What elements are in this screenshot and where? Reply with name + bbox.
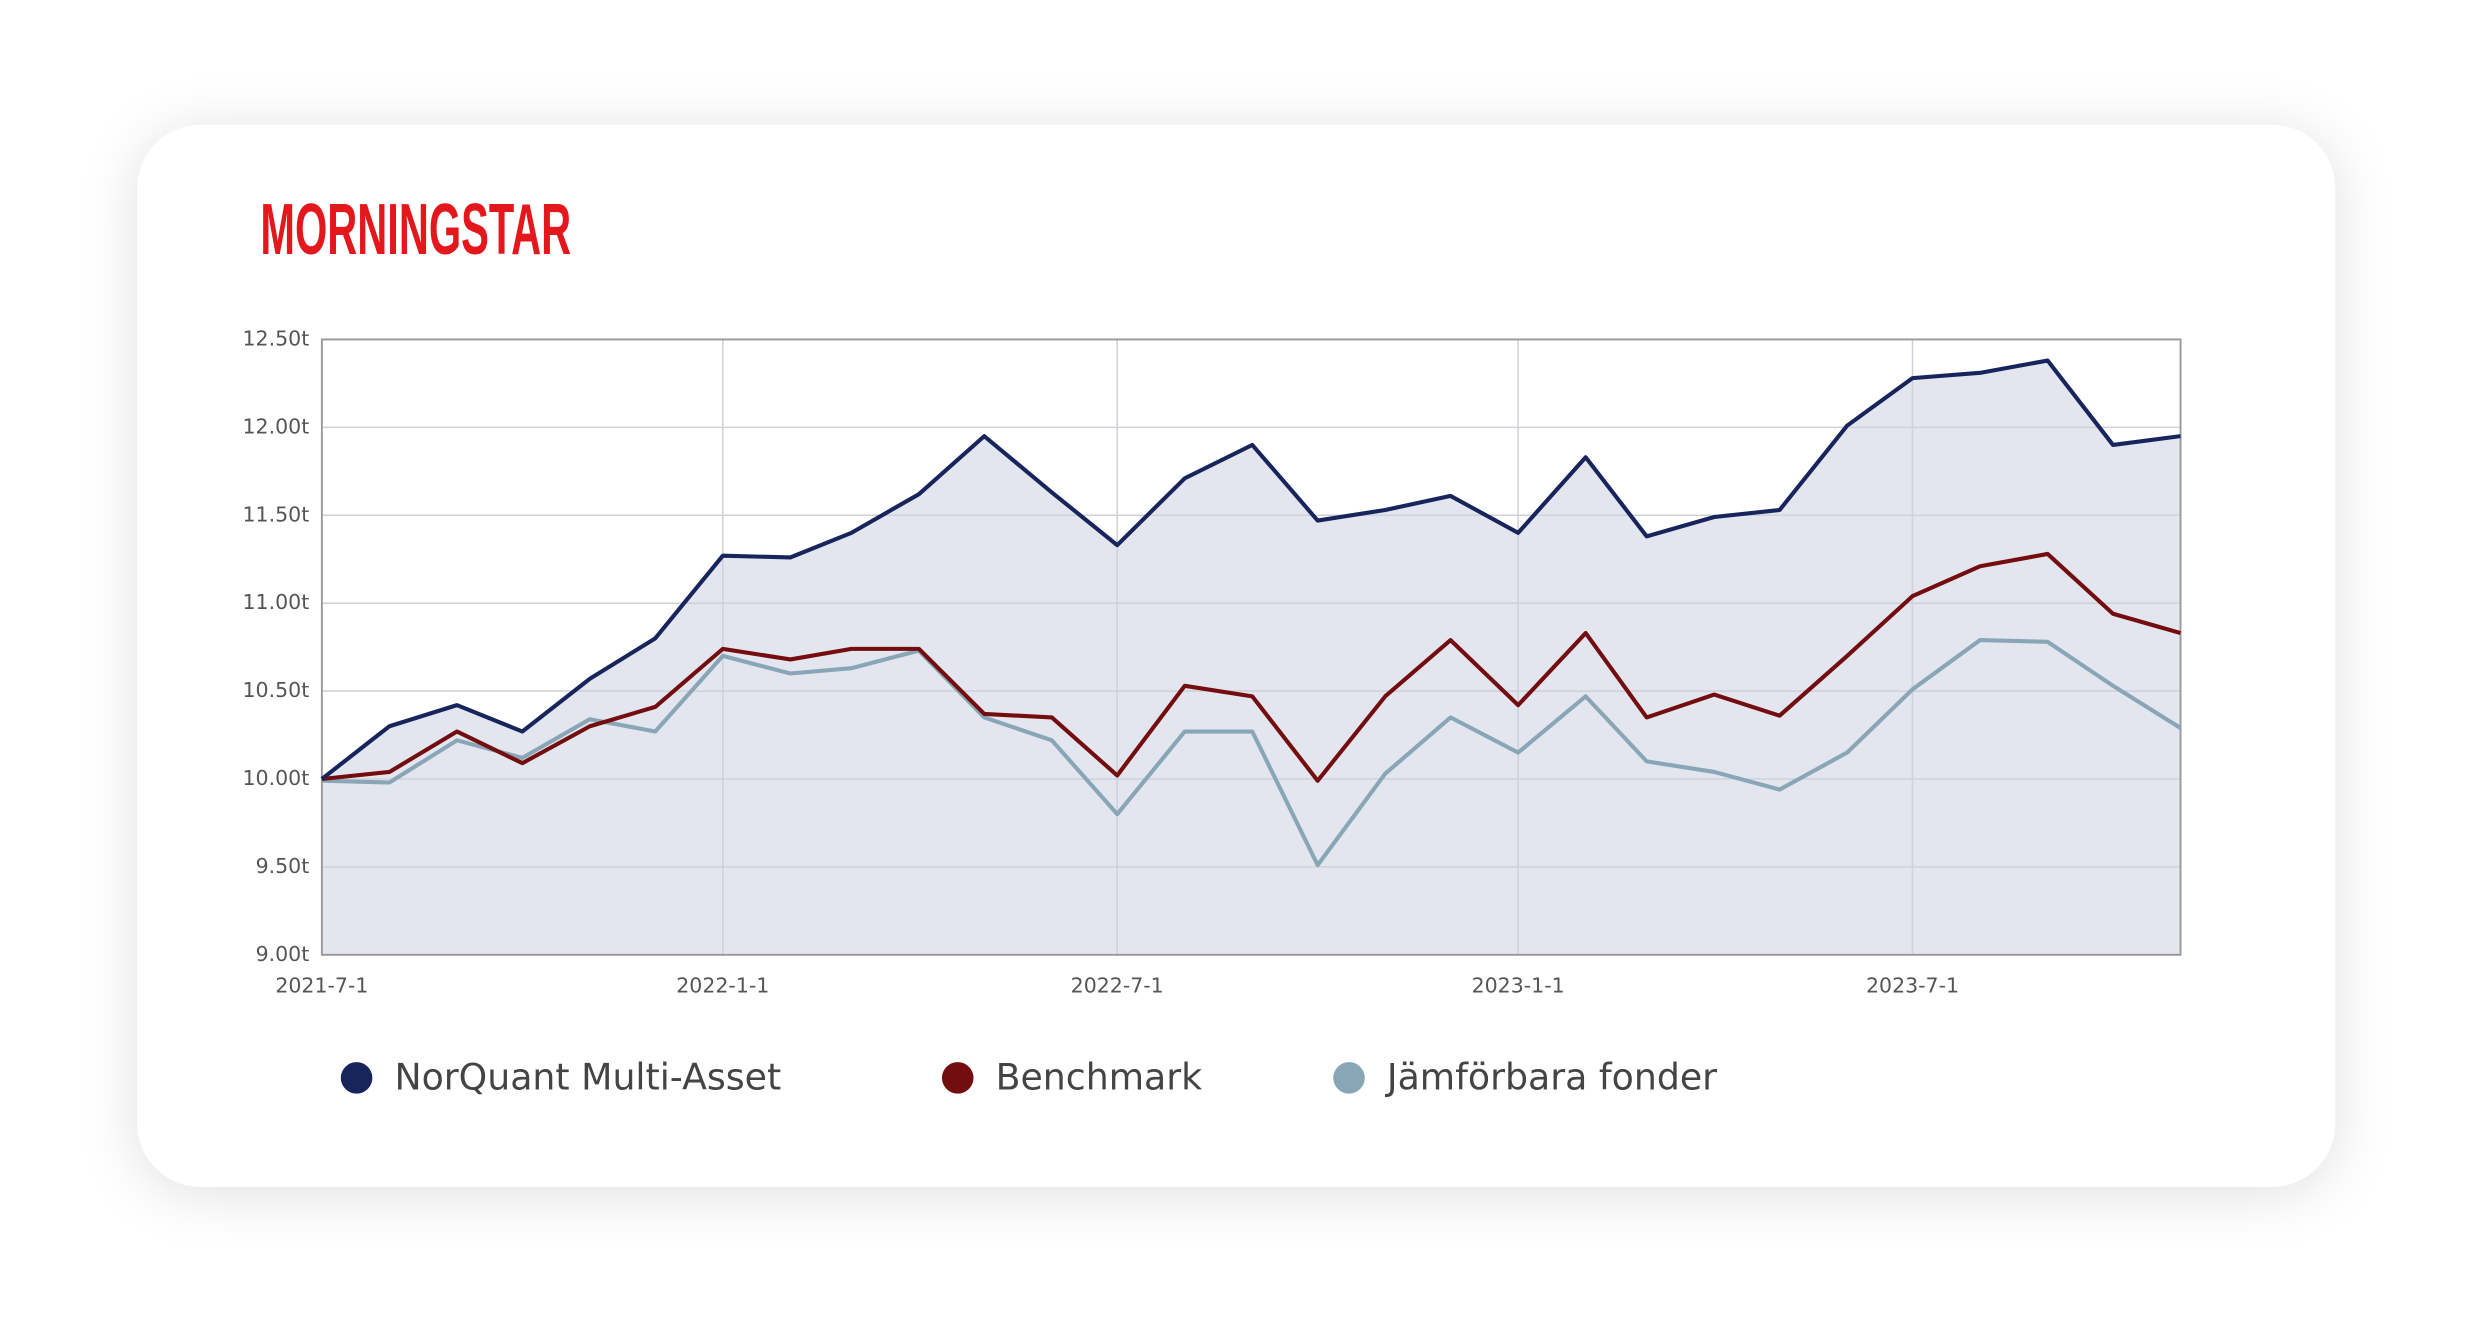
y-tick-label: 10.00t — [243, 766, 310, 790]
series-line — [321, 551, 2182, 783]
legend-marker — [340, 1062, 373, 1094]
x-tick-label: 2021-7-1 — [275, 973, 368, 997]
x-tick-label: 2022-7-1 — [1071, 973, 1164, 997]
y-tick-label: 9.00t — [256, 942, 310, 966]
legend-marker — [1333, 1062, 1365, 1094]
series-line — [321, 638, 2182, 868]
y-tick-label: 10.50t — [243, 678, 310, 702]
legend-label: Jämförbara fonder — [1385, 1055, 1717, 1098]
series-line — [320, 358, 2181, 781]
y-tick-label: 9.50t — [256, 854, 310, 878]
x-tick-label: 2023-1-1 — [1472, 973, 1565, 997]
logo: MORNINGSTAR — [260, 189, 571, 270]
x-tick-label: 2023-7-1 — [1866, 973, 1959, 997]
plot-border — [320, 338, 2182, 956]
y-tick-label: 12.50t — [243, 326, 310, 350]
legend-marker — [941, 1062, 974, 1094]
y-tick-label: 12.00t — [243, 414, 310, 438]
x-tick-label: 2022-1-1 — [676, 973, 769, 997]
legend-label: NorQuant Multi-Asset — [394, 1055, 781, 1098]
y-tick-label: 11.50t — [243, 502, 310, 526]
y-tick-label: 11.00t — [243, 590, 310, 614]
area — [321, 360, 2181, 955]
legend-label: Benchmark — [996, 1055, 1203, 1098]
